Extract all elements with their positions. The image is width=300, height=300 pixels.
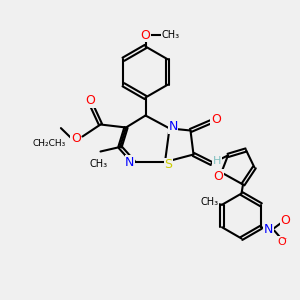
Text: ⁻: ⁻ (281, 237, 286, 247)
Text: S: S (165, 158, 172, 172)
Text: CH₃: CH₃ (90, 159, 108, 169)
Text: CH₂CH₃: CH₂CH₃ (33, 139, 66, 148)
Text: O: O (214, 169, 223, 183)
Text: O: O (141, 28, 150, 42)
Text: O: O (211, 112, 221, 126)
Text: N: N (264, 223, 273, 236)
Text: O: O (85, 94, 95, 107)
Text: O: O (71, 132, 81, 146)
Text: O: O (277, 237, 286, 247)
Text: H: H (213, 155, 221, 166)
Text: N: N (168, 120, 178, 134)
Text: O: O (280, 214, 290, 227)
Text: CH₃: CH₃ (162, 30, 180, 40)
Text: N: N (125, 155, 135, 169)
Text: CH₃: CH₃ (200, 197, 218, 207)
